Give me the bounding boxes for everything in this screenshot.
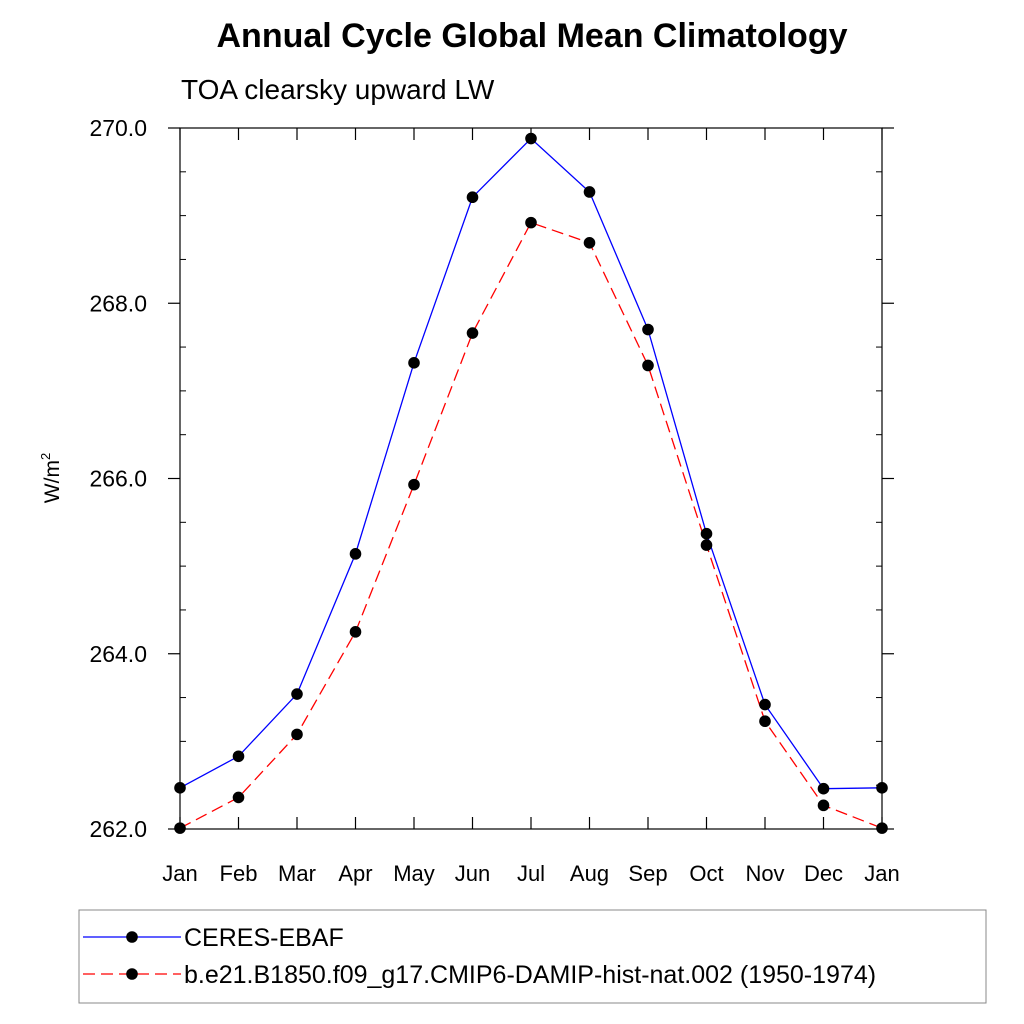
series-1-point [466, 191, 479, 204]
x-tick-label: Jan [162, 861, 197, 886]
series-2-point [349, 626, 362, 638]
series-2-point [759, 715, 771, 728]
series-2-point [817, 799, 830, 812]
series-line-2 [179, 221, 883, 829]
series-1-point [817, 782, 830, 795]
y-tick-label: 268.0 [89, 290, 147, 316]
series-2-point [583, 236, 596, 249]
y-tick-label: 264.0 [89, 641, 147, 667]
series-1-point [876, 782, 888, 794]
plot-area: Jan Feb Mar Apr May Jun Jul Aug Sep Oct Nov Dec Jan 2… [89, 115, 899, 886]
chart-subtitle: TOA clearsky upward LW [181, 74, 495, 105]
series-line-1 [179, 137, 883, 790]
x-tick-label: Aug [570, 861, 609, 886]
x-tick-label: May [393, 861, 435, 886]
y-axis-label: W/m2 [38, 453, 64, 503]
plot-frame [179, 127, 883, 830]
series-2-point [642, 359, 654, 372]
y-axis-label-superscript: 2 [38, 453, 53, 460]
series-1-point [408, 357, 420, 369]
legend-marker-2 [126, 968, 138, 980]
series-1-point [700, 527, 713, 540]
series-1-point [642, 323, 654, 336]
y-tick-label: 270.0 [89, 115, 147, 141]
series-1-point [583, 186, 596, 198]
series-1-point [349, 548, 362, 560]
x-tick-label: Jun [455, 861, 490, 886]
series-2-point [525, 216, 537, 229]
chart-title: Annual Cycle Global Mean Climatology [217, 17, 848, 55]
y-tick-label: 262.0 [89, 816, 147, 842]
series-1-point [174, 782, 186, 794]
legend-label-1: CERES-EBAF [184, 924, 344, 952]
series-2-point [466, 327, 479, 339]
x-tick-label: Feb [220, 861, 258, 886]
series-1-point [232, 750, 245, 763]
x-tick-label: Oct [689, 861, 723, 886]
legend-marker-1 [126, 931, 138, 943]
y-tick-label: 266.0 [89, 466, 147, 492]
series-2-point [700, 539, 713, 551]
series-2-point [876, 822, 888, 834]
legend-box [78, 909, 987, 1004]
series-2-point [291, 728, 303, 741]
x-tick-label: Jul [517, 861, 545, 886]
series-2-point [174, 822, 186, 834]
x-tick-label: Nov [745, 861, 784, 886]
series-1-point [525, 132, 537, 145]
y-axis-label-text: W/m [41, 460, 64, 503]
series-1-point [759, 698, 771, 711]
x-tick-label: Apr [338, 861, 372, 886]
x-tick-label: Jan [864, 861, 899, 886]
series-2-point [408, 478, 420, 491]
x-tick-label: Dec [804, 861, 843, 886]
series-2-point [232, 791, 245, 804]
legend-label-2: b.e21.B1850.f09_g17.CMIP6-DAMIP-hist-nat… [184, 961, 876, 989]
x-tick-label: Sep [628, 861, 667, 886]
series-1-point [291, 688, 303, 700]
legend: CERES-EBAF b.e21.B1850.f09_g17.CMIP6-DAMI… [78, 909, 987, 1004]
x-tick-label: Mar [278, 861, 316, 886]
